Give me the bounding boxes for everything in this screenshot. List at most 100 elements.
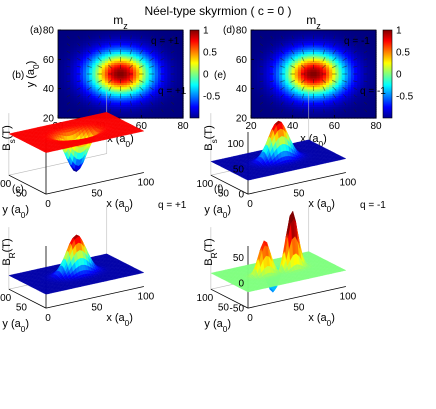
- heatmap-cell: [357, 111, 361, 115]
- heatmap-cell: [285, 76, 290, 79]
- heatmap-cell: [285, 71, 290, 75]
- heatmap-cell: [176, 80, 181, 84]
- heatmap-cell: [58, 100, 62, 104]
- heatmap-cell: [161, 104, 165, 108]
- heatmap-cell: [79, 32, 84, 35]
- heatmap-cell: [322, 85, 327, 88]
- heatmap-cell: [129, 115, 134, 119]
- heatmap-cell: [111, 56, 115, 60]
- y-tick-label: 60: [236, 55, 248, 66]
- heatmap-cell: [294, 85, 299, 88]
- heatmap-cell: [70, 89, 75, 93]
- heatmap-cell: [73, 49, 78, 53]
- heatmap-cell: [154, 49, 159, 53]
- heatmap-cell: [363, 85, 368, 88]
- heatmap-cell: [351, 107, 355, 110]
- heatmap-cell: [61, 76, 65, 79]
- heatmap-cell: [126, 89, 131, 93]
- heatmap-cell: [154, 91, 159, 95]
- heatmap-cell: [83, 41, 87, 44]
- heatmap-cell: [310, 85, 315, 88]
- heatmap-cell: [73, 58, 78, 62]
- heatmap-cell: [114, 60, 118, 64]
- heatmap-cell: [363, 56, 368, 60]
- heatmap-cell: [369, 30, 374, 33]
- heatmap-cell: [269, 58, 274, 62]
- heatmap-cell: [123, 107, 128, 110]
- heatmap-cell: [263, 100, 268, 104]
- heatmap-cell: [288, 36, 293, 40]
- heatmap-cell: [123, 54, 128, 57]
- heatmap-cell: [332, 49, 336, 53]
- heatmap-cell: [294, 111, 299, 115]
- spin-arrow: [269, 80, 275, 83]
- heatmap-cell: [260, 89, 265, 93]
- heatmap-cell: [73, 43, 78, 46]
- heatmap-cell: [304, 36, 308, 40]
- heatmap-cell: [117, 32, 122, 35]
- heatmap-cell: [341, 60, 346, 64]
- heatmap-cell: [120, 56, 125, 60]
- heatmap-cell: [347, 52, 352, 55]
- heatmap-cell: [117, 47, 122, 51]
- heatmap-cell: [58, 74, 62, 77]
- heatmap-cell: [335, 82, 340, 86]
- heatmap-cell: [176, 93, 181, 97]
- heatmap-cell: [148, 34, 153, 38]
- y-axis-label: y (a0): [2, 204, 29, 220]
- spin-arrow: [322, 49, 326, 55]
- heatmap-cell: [164, 52, 168, 55]
- heatmap-cell: [133, 102, 137, 106]
- heatmap-cell: [173, 89, 178, 93]
- heatmap-cell: [257, 41, 261, 44]
- heatmap-cell: [148, 104, 153, 108]
- heatmap-cell: [307, 78, 311, 82]
- heatmap-cell: [335, 76, 340, 79]
- heatmap-cell: [319, 36, 324, 40]
- heatmap-cell: [297, 41, 302, 44]
- heatmap-cell: [307, 36, 311, 40]
- heatmap-cell: [161, 98, 165, 101]
- x-tick-label: 60: [136, 121, 148, 132]
- heatmap-cell: [114, 34, 118, 38]
- heatmap-cell: [263, 82, 268, 86]
- heatmap-cell: [266, 60, 271, 64]
- heatmap-cell: [123, 32, 128, 35]
- heatmap-cell: [354, 74, 358, 77]
- heatmap-cell: [179, 45, 184, 49]
- heatmap-cell: [117, 65, 122, 68]
- heatmap-cell: [251, 74, 255, 77]
- heatmap-cell: [294, 102, 299, 106]
- heatmap-cell: [86, 102, 90, 106]
- heatmap-cell: [64, 85, 68, 88]
- spin-arrow: [77, 43, 81, 47]
- heatmap-cell: [347, 47, 352, 51]
- heatmap-cell: [83, 58, 87, 62]
- heatmap-cell: [164, 43, 168, 46]
- heatmap-cell: [123, 45, 128, 49]
- heatmap-cell: [67, 34, 72, 38]
- heatmap-cell: [338, 85, 343, 88]
- spin-arrow: [280, 35, 284, 40]
- heatmap-cell: [329, 56, 333, 60]
- spin-arrow: [269, 65, 275, 68]
- heatmap-cell: [357, 69, 361, 73]
- heatmap-cell: [139, 100, 143, 104]
- heatmap-cell: [326, 32, 330, 35]
- heatmap-cell: [291, 91, 296, 95]
- heatmap-cell: [76, 63, 81, 66]
- spin-arrow: [170, 43, 175, 47]
- heatmap-cell: [338, 36, 343, 40]
- heatmap-cell: [142, 34, 147, 38]
- spin-arrow: [66, 35, 70, 39]
- heatmap-cell: [351, 115, 355, 119]
- heatmap-cell: [161, 109, 165, 112]
- heatmap-cell: [120, 82, 125, 86]
- heatmap-cell: [173, 43, 178, 46]
- heatmap-cell: [83, 54, 87, 57]
- spin-arrow: [270, 43, 274, 47]
- heatmap-cell: [101, 43, 106, 46]
- heatmap-cell: [123, 71, 128, 75]
- heatmap-cell: [145, 82, 150, 86]
- heatmap-cell: [154, 96, 159, 99]
